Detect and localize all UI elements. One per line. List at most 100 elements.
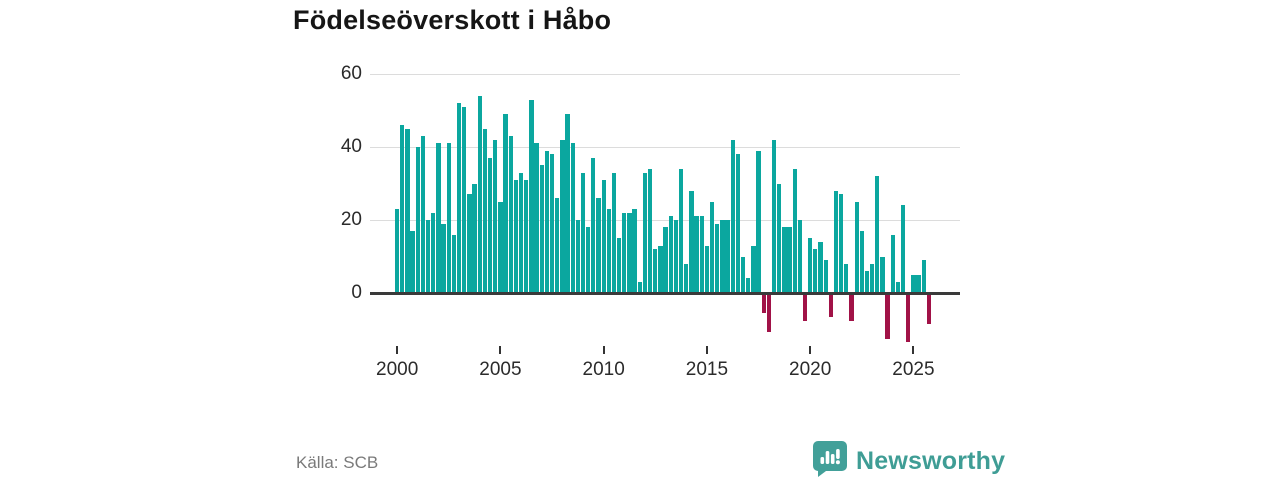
bar: [916, 274, 921, 293]
bar: [777, 183, 782, 293]
bar: [725, 220, 730, 293]
bar: [658, 245, 663, 293]
x-axis-label: 2010: [582, 359, 625, 380]
bar: [668, 216, 673, 293]
bar: [663, 227, 668, 293]
bar: [684, 263, 689, 293]
bar: [880, 256, 885, 293]
x-axis-tick: [809, 346, 812, 354]
bar: [606, 209, 611, 293]
bar: [410, 230, 415, 293]
bar: [513, 179, 519, 293]
x-axis-label: 2020: [789, 359, 832, 380]
bar: [524, 179, 529, 293]
bar: [704, 245, 710, 293]
bar: [549, 154, 555, 293]
bar: [756, 150, 761, 293]
bar: [539, 165, 544, 293]
bar: [570, 143, 575, 293]
x-axis-tick: [602, 346, 605, 354]
bar: [534, 143, 539, 293]
bar: [632, 209, 637, 293]
bar: [591, 157, 596, 293]
bar: [740, 256, 746, 293]
bar: [555, 198, 560, 293]
bar: [818, 241, 823, 293]
bar: [844, 263, 849, 293]
bar: [787, 227, 792, 293]
y-axis-label: 60: [340, 63, 362, 84]
x-axis-tick: [499, 346, 502, 354]
bar: [451, 234, 457, 293]
x-axis-tick: [396, 346, 399, 354]
y-axis-label: 0: [351, 282, 362, 303]
x-axis-line: [370, 292, 960, 295]
bar: [730, 139, 735, 293]
gridline: [370, 74, 960, 75]
bar: [921, 260, 926, 293]
bar: [926, 295, 932, 325]
bar: [864, 271, 870, 293]
bar: [761, 295, 766, 314]
bar: [802, 295, 808, 321]
bar: [813, 249, 818, 293]
bar: [477, 95, 482, 293]
bar: [560, 139, 565, 293]
bar: [782, 227, 787, 293]
bar: [617, 238, 622, 293]
bar: [797, 220, 802, 293]
bar: [694, 216, 699, 293]
bar: [441, 223, 446, 293]
bar: [911, 274, 916, 293]
bar: [431, 212, 436, 293]
bar: [596, 198, 601, 293]
bar: [487, 157, 493, 293]
bar: [653, 249, 658, 293]
bar: [420, 136, 426, 293]
bar: [586, 227, 591, 293]
bar: [854, 201, 859, 293]
bar: [400, 125, 405, 293]
bar: [601, 179, 606, 293]
newsworthy-logo-icon: [812, 440, 848, 480]
bar: [467, 194, 472, 293]
bar: [482, 128, 488, 293]
bar: [833, 190, 839, 293]
gridline: [370, 147, 960, 148]
bar: [715, 223, 720, 293]
bar: [766, 295, 772, 332]
bar: [839, 194, 844, 293]
bar: [709, 201, 715, 293]
bar: [885, 295, 890, 339]
bar: [869, 263, 875, 293]
bar: [647, 168, 653, 293]
bar: [699, 216, 704, 293]
bar: [875, 176, 880, 293]
bar: [900, 205, 906, 293]
bar: [446, 143, 451, 293]
bar: [678, 168, 684, 293]
bar: [746, 278, 751, 293]
x-axis-label: 2015: [685, 359, 729, 380]
bar: [436, 143, 441, 293]
bar: [622, 212, 627, 293]
bar: [849, 295, 854, 321]
bar: [456, 103, 462, 293]
bar: [544, 150, 550, 293]
bar: [771, 139, 777, 293]
bar: [637, 282, 642, 293]
bar: [673, 220, 679, 293]
bar: [642, 172, 648, 293]
x-axis-tick: [705, 346, 708, 354]
bar: [565, 114, 570, 293]
bar: [493, 139, 498, 293]
bar: [498, 201, 503, 293]
bar: [503, 114, 508, 293]
bar: [720, 220, 725, 293]
bar: [580, 172, 586, 293]
bar: [395, 209, 400, 293]
bar: [808, 238, 813, 293]
bar: [828, 295, 833, 317]
bar: [472, 183, 477, 293]
bar: [735, 154, 741, 293]
